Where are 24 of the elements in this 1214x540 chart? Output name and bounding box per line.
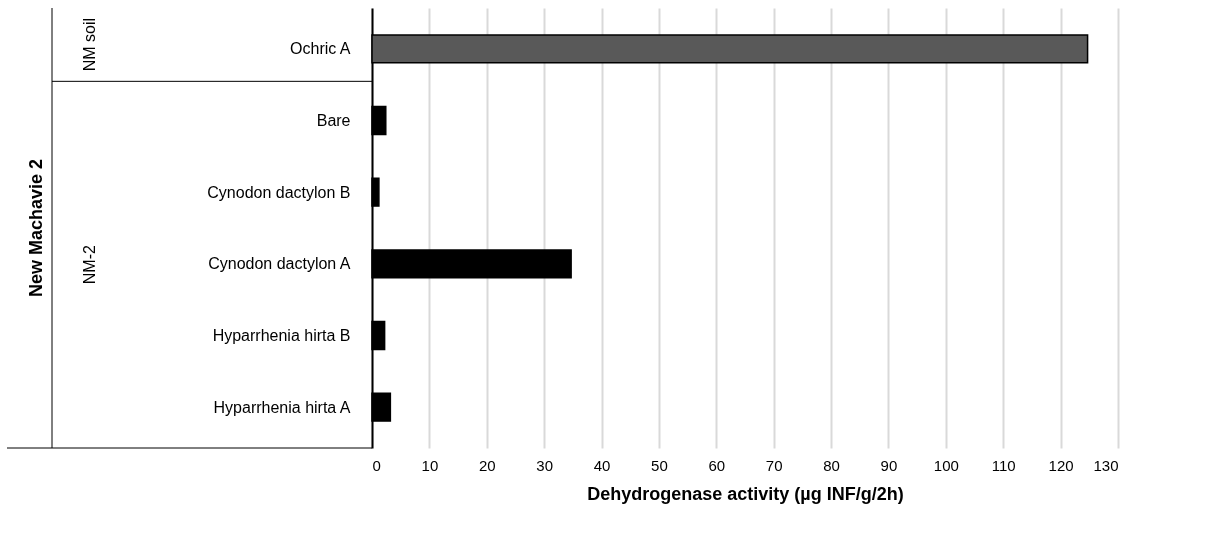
x-tick-label: 60: [708, 456, 726, 474]
x-tick-label: 50: [651, 456, 668, 474]
y-tick-label: Cynodon dactylon A: [208, 255, 351, 273]
y-tick-label: Bare: [316, 112, 351, 129]
text: New Machavie 2: [26, 158, 46, 298]
y-tick-label: Ochric A: [290, 40, 351, 58]
x-tick-label: 100: [933, 456, 959, 474]
x-tick-label: 80: [823, 456, 840, 474]
x-tick-label: 40: [593, 456, 611, 474]
y-tick-label: Hyparrhenia hirta B: [212, 327, 351, 344]
y-tick-label: Hyparrhenia hirta A: [213, 398, 351, 416]
x-tick-label: 70: [765, 456, 783, 474]
text: NM-2: [81, 245, 98, 285]
x-tick-label: 0: [372, 456, 381, 474]
x-tick-label: 30: [536, 456, 553, 474]
x-tick-label: 130: [1093, 456, 1119, 474]
x-axis-title: Dehydrogenase activity (µg INF/g/2h): [587, 483, 904, 504]
x-tick-label: 110: [991, 456, 1016, 474]
x-tick-label: 10: [421, 456, 439, 474]
text: NM soil: [81, 17, 98, 72]
x-tick-label: 90: [880, 456, 898, 474]
x-tick-label: 20: [478, 456, 496, 474]
x-tick-label: 120: [1048, 456, 1074, 474]
y-tick-label: Cynodon dactylon B: [207, 183, 351, 201]
